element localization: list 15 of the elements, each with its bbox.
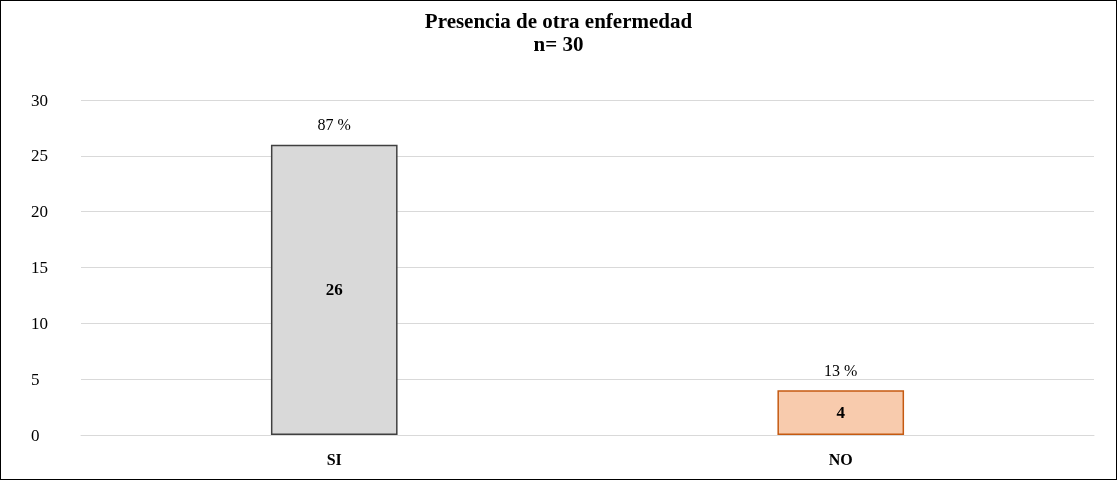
y-tick-label: 25 xyxy=(31,146,48,166)
chart-subtitle: n= 30 xyxy=(533,31,584,56)
y-tick-label: 10 xyxy=(31,313,48,333)
annotation: 87 % xyxy=(317,116,351,134)
data-label: 4 xyxy=(836,403,846,423)
y-tick-label: 5 xyxy=(31,369,40,389)
x-tick-label: NO xyxy=(828,450,853,468)
y-tick-label: 30 xyxy=(31,90,48,110)
x-tick-label: SI xyxy=(326,450,342,468)
y-tick-label: 20 xyxy=(31,202,48,222)
data-label: 26 xyxy=(325,280,343,300)
y-tick-label: 15 xyxy=(31,258,48,277)
y-tick-label: 0 xyxy=(31,425,40,445)
chart-title: Presencia de otra enfermedad xyxy=(424,8,693,33)
annotation: 13 % xyxy=(824,361,858,379)
